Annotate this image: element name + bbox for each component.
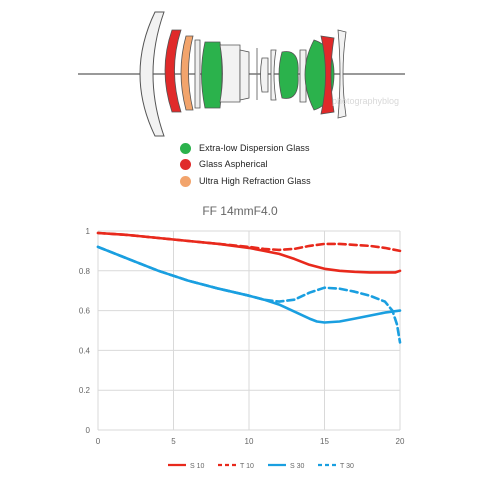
y-tick-label: 0 [86,426,91,435]
legend-item-ed: Extra-low Dispersion Glass [180,141,310,155]
lens-element-front [139,11,165,137]
lens-element-cemented [219,44,241,103]
x-tick-label: 10 [245,437,254,446]
x-tick-label: 5 [171,437,176,446]
y-tick-label: 0.2 [79,386,91,395]
y-tick-label: 0.4 [79,346,91,355]
x-tick-label: 20 [396,437,405,446]
legend-label-aspherical: Glass Aspherical [199,159,268,169]
legend-label: T 30 [340,463,354,470]
lens-element-rear-3 [299,49,307,103]
aspherical-glass-dot-icon [180,158,191,170]
lens-element-ed-1 [201,41,223,109]
watermark: photographyblog [332,96,399,106]
series-line-t-10 [96,231,402,253]
legend-item-aspherical: Glass Aspherical [180,157,268,171]
mtf-chart: 00.20.40.60.810 5 10 15 20S 10 T 10 S 30 T 30 [79,227,405,470]
legend-label: S 10 [190,463,205,470]
x-tick-label: 0 [96,437,101,446]
lens-element-small [239,49,250,101]
lens-element-rear-4 [337,29,347,119]
lens-element-aspherical-1 [164,29,182,113]
lens-element-ed-2 [278,51,299,99]
y-tick-label: 0.6 [79,307,91,316]
y-tick-label: 1 [86,227,91,236]
x-tick-label: 15 [320,437,329,446]
chart-title: FF 14mmF4.0 [202,204,278,218]
series-line-t-30 [96,245,402,344]
uhr-glass-dot-icon [180,175,191,187]
lens-diagram: photographyblog [78,11,405,137]
lens-element-rear-1 [260,57,269,93]
legend-label: S 30 [290,463,305,470]
legend-label: T 10 [240,463,254,470]
series-line-s-30 [96,245,402,324]
legend-label-ed: Extra-low Dispersion Glass [199,143,310,153]
y-tick-label: 0.8 [79,267,91,276]
lens-element-thin [194,39,201,109]
lens-element-rear-2 [270,49,277,101]
legend-label-uhr: Ultra High Refraction Glass [199,176,311,186]
ed-glass-dot-icon [180,142,191,154]
lens-element-uhr [180,35,194,111]
lens-element-aspherical-2 [320,35,335,115]
legend-item-uhr: Ultra High Refraction Glass [180,174,311,188]
